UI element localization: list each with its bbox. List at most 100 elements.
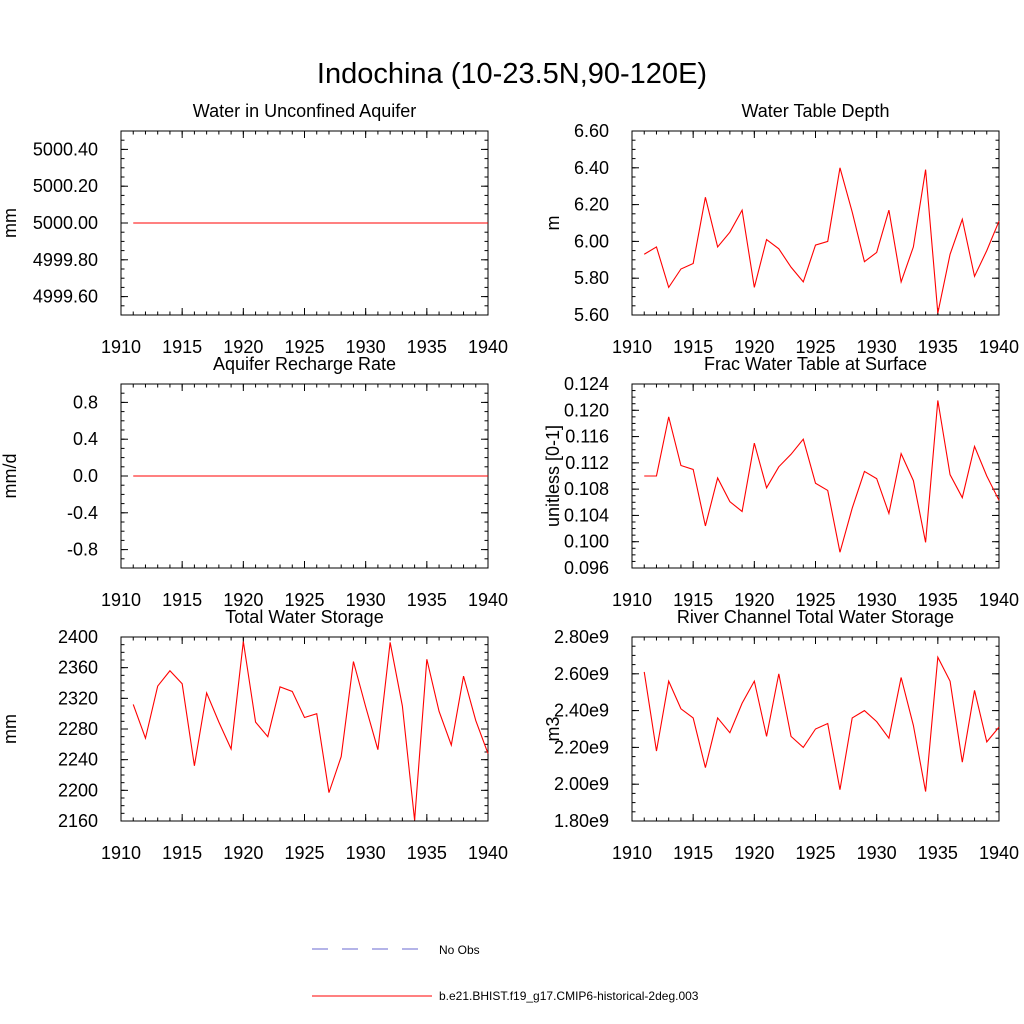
- x-tick-label: 1940: [979, 590, 1019, 610]
- plot-frame: [631, 383, 1000, 569]
- y-tick-label: 5000.00: [33, 213, 98, 233]
- x-tick-label: 1940: [979, 843, 1019, 863]
- y-axis-label: mm: [0, 208, 20, 238]
- x-tick-label: 1920: [223, 590, 263, 610]
- panel-2: Water Table Depth 1910 1915 1920 1925 1930 193…: [543, 101, 1019, 357]
- y-tick-label: 0.100: [564, 532, 609, 552]
- panel-title: Frac Water Table at Surface: [704, 354, 927, 374]
- x-tick-label: 1925: [795, 843, 835, 863]
- y-tick-label: 2.00e9: [554, 774, 609, 794]
- y-tick-label: -0.4: [67, 503, 98, 523]
- series-line: [643, 167, 1000, 314]
- x-tick-label: 1925: [284, 590, 324, 610]
- x-tick-label: 1915: [673, 843, 713, 863]
- y-tick-label: 2.20e9: [554, 737, 609, 757]
- x-tick-label: 1930: [857, 590, 897, 610]
- y-tick-label: 6.60: [574, 121, 609, 141]
- x-tick-label: 1925: [284, 843, 324, 863]
- y-tick-label: 2240: [58, 750, 98, 770]
- x-tick-label: 1925: [284, 337, 324, 357]
- panel-3: Aquifer Recharge Rate 1910 1915 1920 1925 193…: [0, 354, 508, 610]
- panel-5: Total Water Storage 1910 1915 1920 1925 1930 1…: [0, 607, 508, 863]
- y-tick-label: 2280: [58, 719, 98, 739]
- x-tick-label: 1930: [346, 843, 386, 863]
- x-tick-label: 1910: [101, 590, 141, 610]
- x-tick-label: 1915: [673, 337, 713, 357]
- y-tick-label: 6.00: [574, 231, 609, 251]
- panel-1: Water in Unconfined Aquifer 1910 1915 1920 1…: [0, 101, 508, 357]
- y-tick-label: 0.112: [565, 453, 609, 473]
- x-tick-label: 1935: [918, 337, 958, 357]
- y-tick-label: 4999.80: [33, 250, 98, 270]
- panel-title: Aquifer Recharge Rate: [213, 354, 396, 374]
- panel-6: River Channel Total Water Storage 1910 191…: [543, 607, 1019, 863]
- panel-title: Water Table Depth: [741, 101, 889, 121]
- x-tick-label: 1920: [223, 337, 263, 357]
- y-tick-label: 5000.40: [33, 139, 98, 159]
- x-tick-label: 1920: [223, 843, 263, 863]
- x-tick-label: 1920: [734, 843, 774, 863]
- y-tick-label: 5000.20: [33, 176, 98, 196]
- y-tick-label: 0.120: [564, 400, 609, 420]
- x-tick-label: 1930: [857, 843, 897, 863]
- legend: No Obs b.e21.BHIST.f19_g17.CMIP6-histori…: [312, 943, 699, 1003]
- y-tick-label: 0.4: [73, 429, 98, 449]
- y-axis-label: unitless [0-1]: [543, 425, 563, 527]
- y-tick-label: 0.124: [564, 374, 609, 394]
- y-tick-label: 2360: [58, 658, 98, 678]
- x-tick-label: 1935: [407, 337, 447, 357]
- x-tick-label: 1910: [612, 337, 652, 357]
- x-tick-label: 1910: [101, 843, 141, 863]
- series-line: [643, 655, 1000, 792]
- y-tick-label: 0.8: [73, 392, 98, 412]
- y-tick-label: 0.096: [564, 558, 609, 578]
- y-tick-label: 6.20: [574, 195, 609, 215]
- panels: Water in Unconfined Aquifer 1910 1915 1920 1…: [0, 101, 1019, 863]
- x-tick-label: 1915: [162, 337, 202, 357]
- panel-title: River Channel Total Water Storage: [677, 607, 954, 627]
- y-tick-label: 0.108: [564, 479, 609, 499]
- y-tick-label: 2400: [58, 627, 98, 647]
- plot-frame: [120, 636, 489, 822]
- y-tick-label: -0.8: [67, 540, 98, 560]
- y-tick-label: 0.116: [565, 427, 609, 447]
- y-axis-label: m3: [543, 716, 563, 741]
- y-tick-label: 1.80e9: [554, 811, 609, 831]
- x-tick-label: 1920: [734, 337, 774, 357]
- y-tick-label: 0.0: [73, 466, 98, 486]
- y-tick-label: 2.60e9: [554, 664, 609, 684]
- panel-4: Frac Water Table at Surface 1910 1915 1920 1…: [543, 354, 1019, 610]
- x-tick-label: 1935: [918, 843, 958, 863]
- panel-title: Total Water Storage: [225, 607, 383, 627]
- x-tick-label: 1925: [795, 337, 835, 357]
- x-tick-label: 1935: [918, 590, 958, 610]
- x-tick-label: 1910: [612, 590, 652, 610]
- x-tick-label: 1940: [468, 590, 508, 610]
- y-tick-label: 5.80: [574, 268, 609, 288]
- y-axis-label: m: [543, 216, 563, 231]
- plot-frame: [631, 130, 1000, 316]
- y-tick-label: 2200: [58, 780, 98, 800]
- legend-label-model: b.e21.BHIST.f19_g17.CMIP6-historical-2de…: [439, 989, 699, 1003]
- series-line: [644, 400, 1000, 553]
- y-tick-label: 2160: [58, 811, 98, 831]
- y-tick-label: 2320: [58, 688, 98, 708]
- x-tick-label: 1930: [346, 590, 386, 610]
- x-tick-label: 1915: [162, 590, 202, 610]
- y-tick-label: 2.80e9: [554, 627, 609, 647]
- y-tick-label: 5.60: [574, 305, 609, 325]
- x-tick-label: 1930: [857, 337, 897, 357]
- y-axis-label: mm/d: [0, 454, 20, 499]
- x-tick-label: 1940: [468, 337, 508, 357]
- legend-label-no-obs: No Obs: [439, 943, 480, 957]
- x-tick-label: 1935: [407, 843, 447, 863]
- y-axis-label: mm: [0, 714, 20, 744]
- x-tick-label: 1935: [407, 590, 447, 610]
- x-tick-label: 1915: [162, 843, 202, 863]
- y-tick-label: 2.40e9: [554, 701, 609, 721]
- x-tick-label: 1940: [468, 843, 508, 863]
- panel-title: Water in Unconfined Aquifer: [193, 101, 416, 121]
- y-tick-label: 0.104: [564, 505, 609, 525]
- x-tick-label: 1910: [101, 337, 141, 357]
